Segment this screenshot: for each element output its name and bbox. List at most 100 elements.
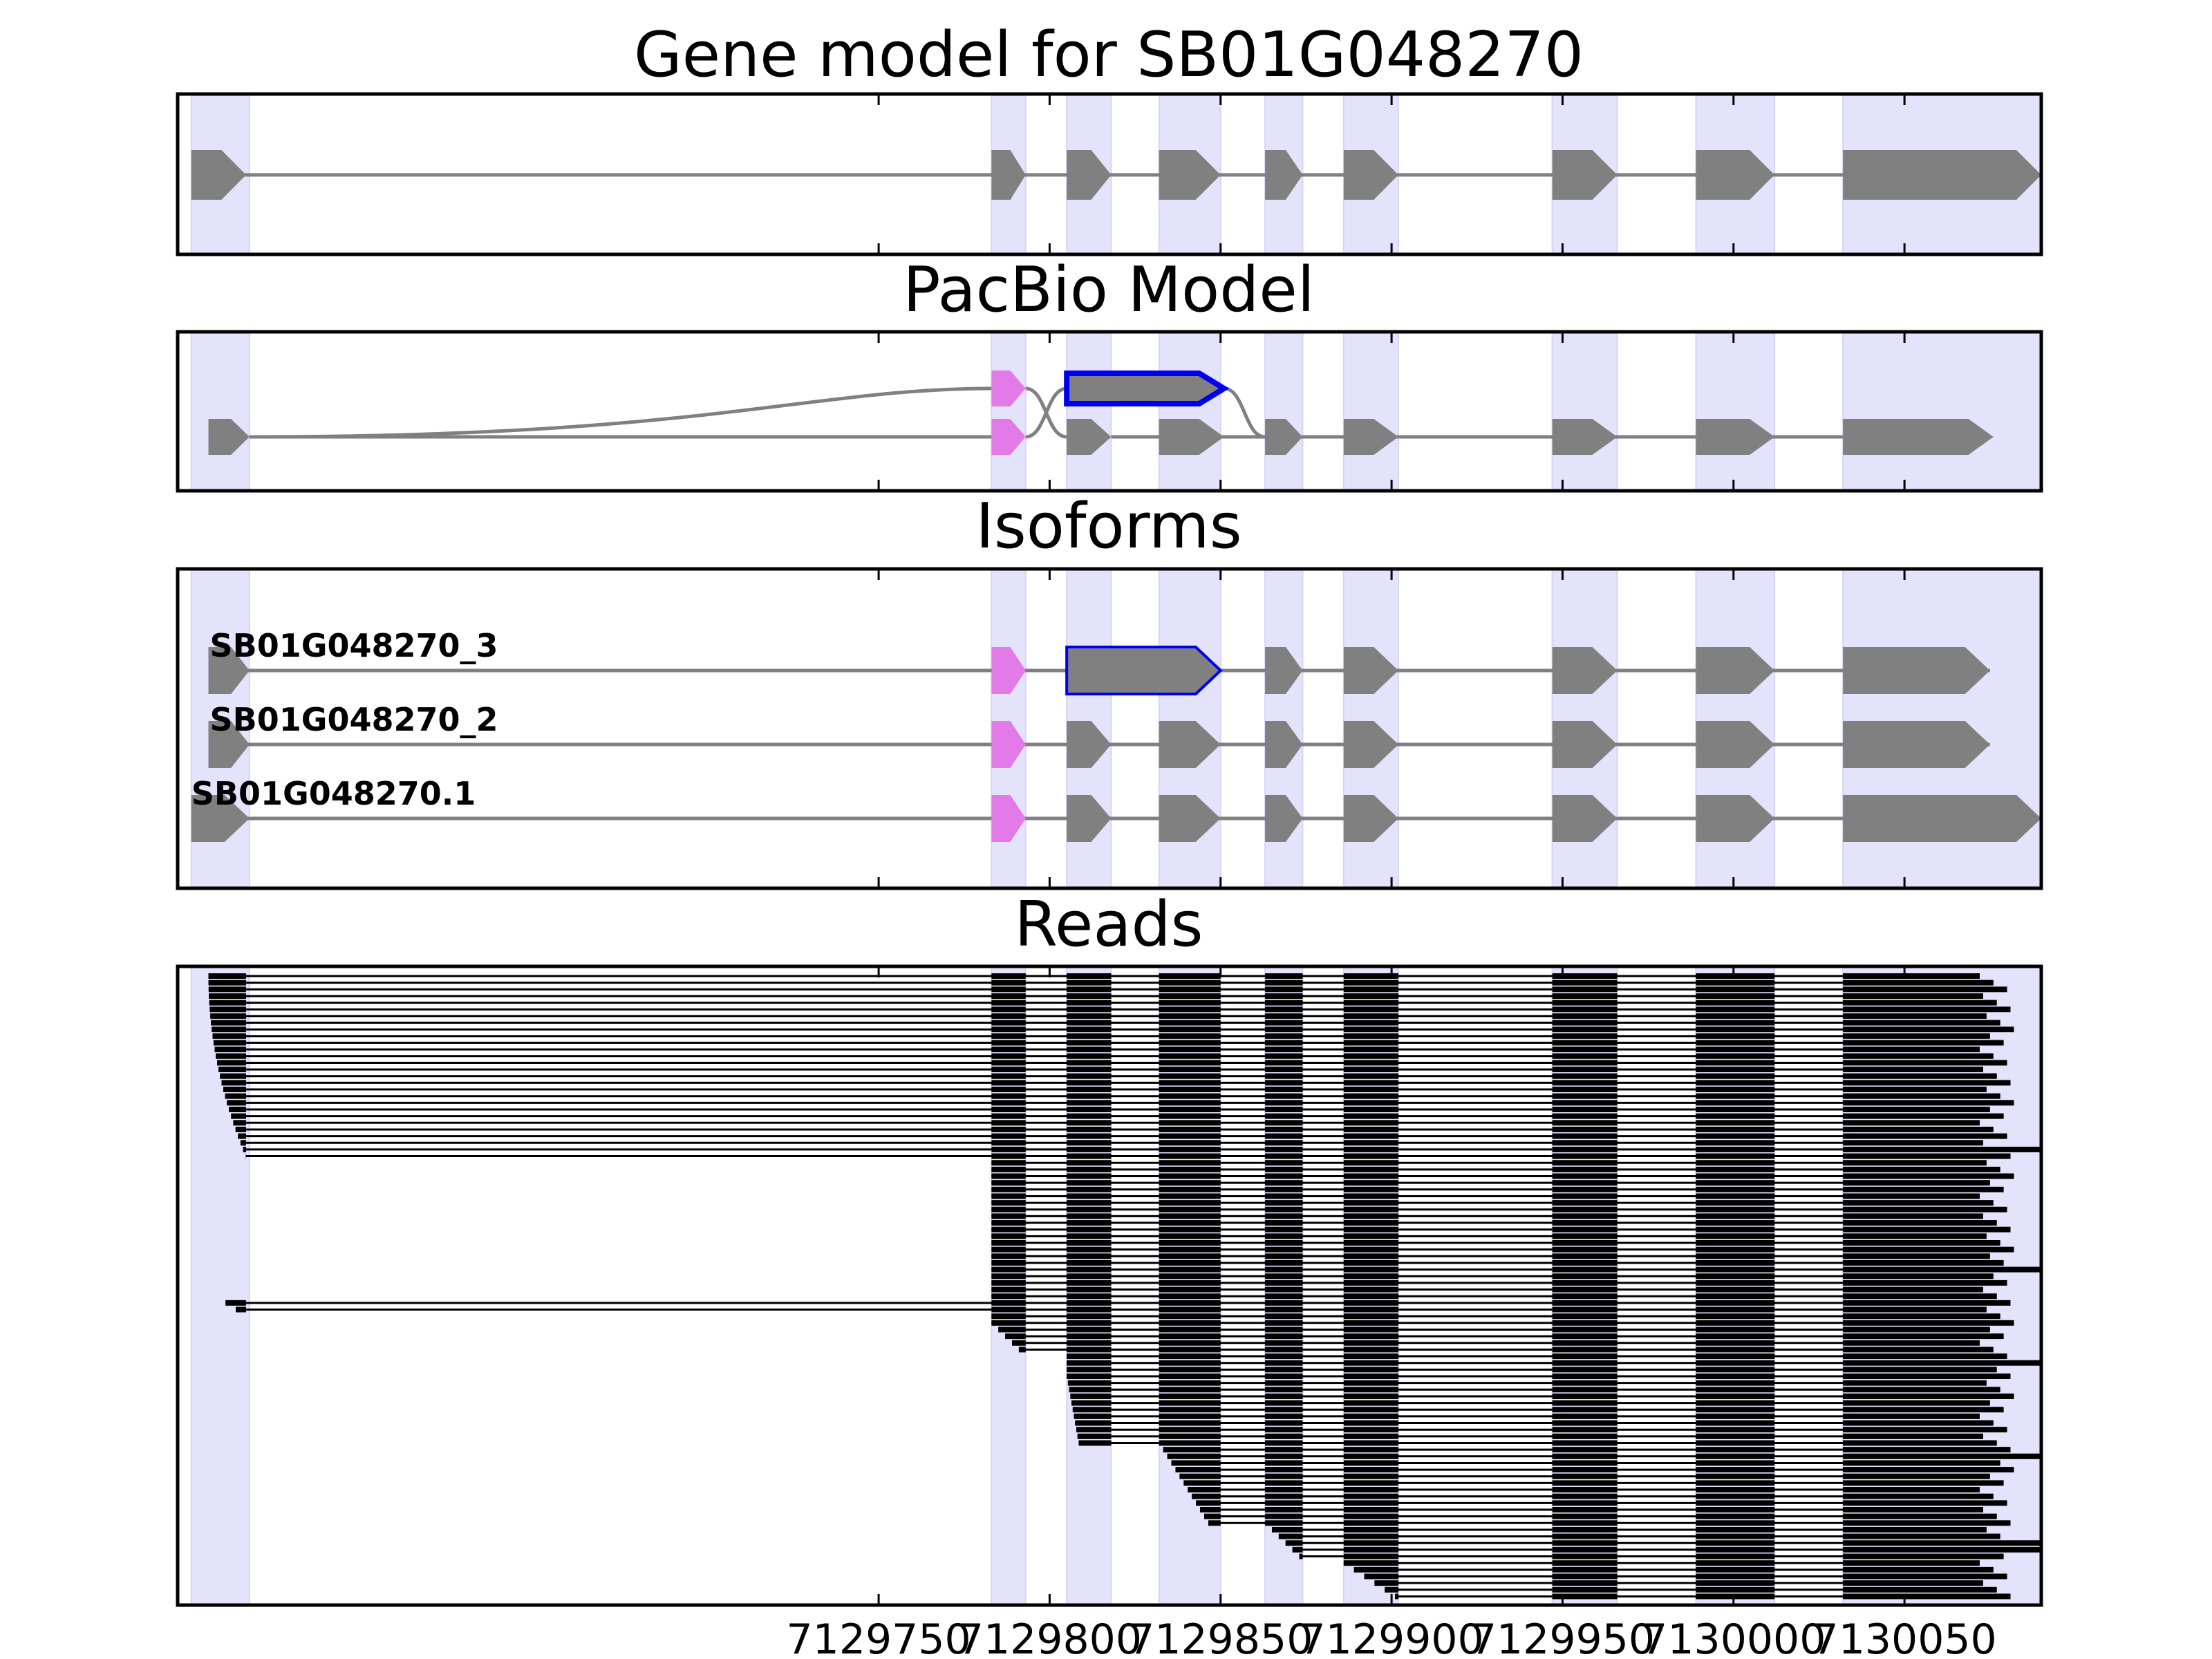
exon-highlight-band [1066, 331, 1112, 491]
read [208, 980, 1994, 986]
read-block [1343, 1220, 1399, 1226]
read-block [1265, 1240, 1303, 1246]
read-block [1843, 1493, 1994, 1499]
read-block [1343, 1200, 1399, 1206]
read-block [1343, 1433, 1399, 1439]
read-block [1343, 1033, 1399, 1039]
read-block [1843, 1433, 1983, 1439]
read-block [1843, 1193, 1980, 1199]
read-block [991, 1280, 1026, 1286]
read [1299, 1553, 2004, 1559]
read-block [1843, 993, 1983, 999]
exon [1159, 795, 1221, 842]
read-block [1159, 1387, 1221, 1393]
read-block [1067, 1374, 1112, 1379]
read-block [1159, 1006, 1221, 1013]
read-block [1552, 1360, 1618, 1366]
read-block [1552, 1413, 1618, 1419]
read-block [1067, 1193, 1112, 1199]
read-block [1843, 1240, 2000, 1246]
read [1069, 1387, 2000, 1393]
read-block [1265, 1347, 1303, 1353]
read-block [1696, 1067, 1775, 1073]
read [240, 1140, 1983, 1146]
read-block [1843, 1573, 2007, 1580]
read-block [991, 1133, 1026, 1139]
read-block [1552, 1533, 1618, 1539]
reads-panel [176, 964, 2043, 1607]
read-block [1552, 1006, 1618, 1013]
pacbio-panel [176, 330, 2043, 493]
read-block [1265, 1033, 1303, 1039]
read-block [1265, 1280, 1303, 1286]
read-block [1843, 1160, 1987, 1166]
read-block [1843, 1387, 2000, 1393]
exon [191, 150, 246, 200]
read-block [1196, 1500, 1221, 1506]
read-block [1843, 1333, 2004, 1340]
read-block [1552, 1340, 1618, 1346]
read-block [1552, 1240, 1618, 1246]
read-block [1159, 986, 1221, 993]
pacbio-ticks [877, 332, 1906, 491]
read-block [1067, 1146, 1112, 1152]
read-block [1343, 1393, 1399, 1399]
read-block [1696, 1193, 1775, 1199]
read-block [1265, 1080, 1303, 1086]
read-block [1071, 1400, 1112, 1406]
read-block [991, 1000, 1026, 1006]
read-block [1159, 1173, 1221, 1179]
read-block [991, 980, 1026, 986]
read-block [1343, 1240, 1399, 1246]
read-block [1552, 1060, 1618, 1066]
read [1077, 1433, 1983, 1439]
read [1076, 1427, 2007, 1433]
read-block [1343, 1480, 1399, 1486]
read-block [1343, 1259, 1399, 1266]
read-block [1843, 1226, 2011, 1232]
read-block [1843, 1374, 2011, 1379]
read-block [1159, 1013, 1221, 1019]
read-block [1159, 1047, 1221, 1053]
read-block [218, 1067, 246, 1073]
read-block [1696, 1520, 1775, 1526]
read-block [1843, 1113, 2004, 1119]
read-block [1159, 1133, 1221, 1139]
read-block [1265, 1253, 1303, 1259]
read-block [1696, 1226, 1775, 1232]
exon [1552, 150, 1618, 200]
read-block [1175, 1467, 1221, 1473]
read-block [1159, 1020, 1221, 1026]
read-block [991, 1160, 1026, 1166]
read [213, 1040, 2004, 1046]
read-block [1843, 1533, 2000, 1539]
read-block [991, 1286, 1026, 1293]
read-block [1343, 1073, 1399, 1079]
read-block [1552, 1380, 1618, 1386]
read-block [1696, 1460, 1775, 1466]
read [212, 1033, 1990, 1039]
read [1192, 1493, 1994, 1499]
read-block [1067, 1266, 1112, 1273]
read-block [1696, 1080, 1775, 1086]
read-block [1265, 1460, 1303, 1466]
isoforms-title: Isoforms [975, 490, 1241, 563]
read-block [1696, 1526, 1775, 1533]
read-block [1159, 1240, 1221, 1246]
read-block [1265, 1453, 1303, 1459]
read-block [1843, 1453, 2041, 1459]
exon [191, 795, 250, 842]
read-block [1159, 1360, 1221, 1366]
read-block [1343, 1253, 1399, 1259]
read-block [1843, 1447, 2011, 1453]
read-block [1067, 1367, 1112, 1373]
read-block [991, 1060, 1026, 1066]
exon [1343, 721, 1399, 768]
read-block [1343, 1193, 1399, 1199]
read-block [1159, 1400, 1221, 1406]
read-block [1069, 1387, 1112, 1393]
read-block [1159, 1300, 1221, 1306]
read-block [991, 1100, 1026, 1106]
read [991, 1160, 1987, 1166]
read-block [1343, 1427, 1399, 1433]
